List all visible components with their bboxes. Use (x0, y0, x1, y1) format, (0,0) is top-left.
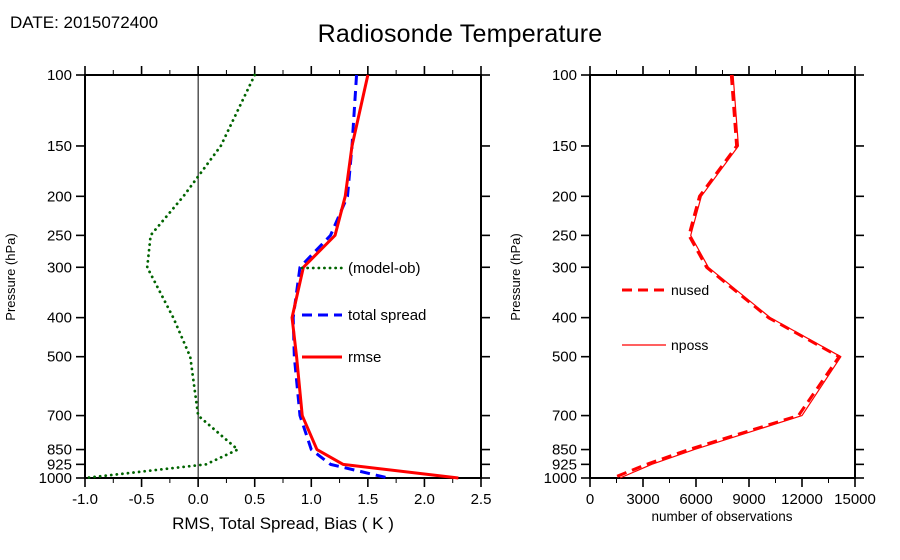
y-tick-label: 100 (47, 67, 72, 84)
y-tick-label: 400 (47, 310, 72, 327)
y-axis-title: Pressure (hPa) (508, 233, 523, 320)
y-tick-label: 300 (552, 259, 577, 276)
x-tick-label: 12000 (781, 491, 823, 508)
y-tick-label: 700 (47, 408, 72, 425)
series-line-nused (612, 74, 841, 480)
y-tick-label: 100 (552, 67, 577, 84)
y-tick-label: 400 (552, 310, 577, 327)
legend-label: (model-ob) (348, 260, 421, 277)
x-tick-label: 9000 (732, 491, 765, 508)
x-tick-label: 0 (586, 491, 594, 508)
obs-count-chart-panel: 0 3000 6000 9000 12000 15000 100 150 200 250 300 40… (508, 66, 876, 524)
x-tick-label: 3000 (626, 491, 659, 508)
y-tick-label: 300 (47, 259, 72, 276)
x-tick-label: -0.5 (129, 491, 155, 508)
y-tick-label: 700 (552, 408, 577, 425)
y-tick-label: 1000 (544, 470, 577, 487)
legend-label: nposs (671, 337, 708, 353)
plot-frame (589, 74, 856, 479)
y-tick-label: 925 (552, 456, 577, 473)
y-tick-label: 250 (552, 227, 577, 244)
y-tick-label: 200 (47, 188, 72, 205)
x-axis-title: number of observations (651, 509, 792, 524)
legend-label: rmse (348, 349, 381, 366)
x-tick-label: 0.5 (244, 491, 265, 508)
x-tick-label: 2.5 (471, 491, 492, 508)
x-tick-label: 0.0 (188, 491, 209, 508)
y-tick-label: 1000 (39, 470, 72, 487)
series-line-model-ob (83, 73, 257, 480)
x-tick-label: 15000 (834, 491, 876, 508)
series-line-rmse (290, 74, 459, 480)
y-tick-label: 850 (552, 442, 577, 459)
date-label: DATE: 2015072400 (10, 13, 159, 32)
x-tick-label: 2.0 (414, 491, 435, 508)
x-tick-label: 6000 (679, 491, 712, 508)
plot-frame (84, 74, 482, 479)
page-title: Radiosonde Temperature (317, 20, 603, 48)
x-axis-title: RMS, Total Spread, Bias ( K ) (172, 514, 394, 533)
series-line-nposs (619, 74, 842, 479)
y-tick-label: 250 (47, 227, 72, 244)
y-tick-label: 925 (47, 456, 72, 473)
y-tick-label: 500 (552, 349, 577, 366)
y-axis-title: Pressure (hPa) (3, 233, 18, 320)
y-tick-label: 200 (552, 188, 577, 205)
stats-chart-panel: -1.0 -0.5 0.0 0.5 1.0 1.5 2.0 2.5 100 150 200 250 30… (3, 66, 492, 533)
y-tick-label: 150 (552, 138, 577, 155)
x-tick-label: -1.0 (72, 491, 98, 508)
legend-label: nused (671, 282, 709, 298)
y-tick-label: 850 (47, 442, 72, 459)
y-tick-label: 150 (47, 138, 72, 155)
x-tick-label: 1.0 (301, 491, 322, 508)
x-tick-label: 1.5 (357, 491, 378, 508)
legend-label: total spread (348, 307, 426, 324)
y-tick-label: 500 (47, 349, 72, 366)
